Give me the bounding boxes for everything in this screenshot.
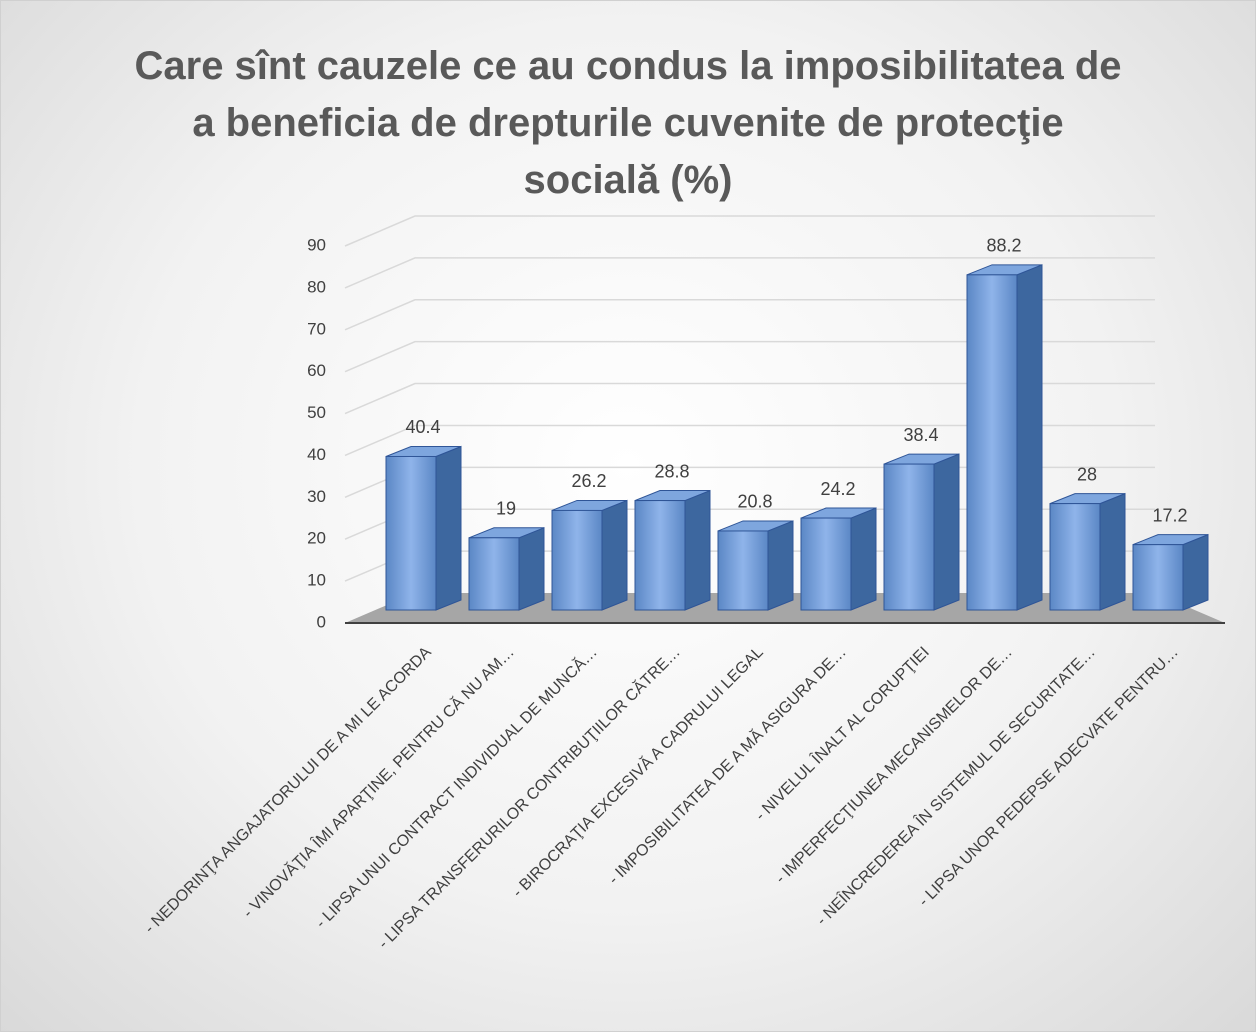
value-label: 40.4 [405,417,440,437]
bar-side [850,507,877,611]
bar-front [468,537,520,611]
grid-line [344,299,1155,331]
bar-front [385,455,437,611]
grid-line [344,382,1155,415]
y-tick-label: 70 [307,319,326,338]
bar-side [933,453,960,611]
y-tick-label: 80 [307,277,326,296]
value-label: 20.8 [737,492,772,512]
bar [468,527,545,611]
bar-front [1132,544,1184,611]
x-tick-label: - LIPSA UNUI CONTRACT INDIVIDUAL DE MUNC… [311,642,600,931]
value-label: 88.2 [986,236,1021,256]
y-tick-label: 20 [307,529,326,548]
grid-line [344,424,1155,457]
y-tick-label: 0 [317,612,326,631]
y-tick-label: 40 [307,445,326,464]
bar [883,453,960,611]
bar-front [551,509,603,611]
chart-title: Care sînt cauzele ce au condus la imposi… [134,44,1122,202]
y-tick-label: 60 [307,361,326,380]
bar-side [1182,533,1209,611]
x-tick-label: - NIVELUL ÎNALT AL CORUPŢIEI [751,642,933,824]
bar [385,445,462,611]
y-tick-label: 50 [307,403,326,422]
bar [1132,533,1209,611]
grid-line [344,340,1155,373]
bar-front [800,517,852,611]
bar [966,264,1043,611]
grid-line [344,215,1155,247]
value-label: 28.8 [654,461,689,481]
x-tick-label: - LIPSA TRANSFERURILOR CONTRIBUŢIILOR CĂ… [374,642,684,952]
y-tick-label: 10 [307,571,326,590]
bar-front [1049,503,1101,611]
bar-side [1016,264,1043,611]
x-tick-label: - VINOVĂŢIA ÎMI APARŢINE, PENTRU CĂ NU A… [239,642,518,921]
bar-front [966,274,1018,611]
bar-side [601,499,628,611]
y-tick-label: 30 [307,487,326,506]
bar-front [634,500,686,611]
y-tick-label: 90 [307,235,326,254]
bar [800,507,877,611]
bar [551,499,628,611]
value-label: 28 [1077,464,1097,484]
bar-side [684,489,711,611]
value-label: 19 [496,499,516,519]
bar [634,489,711,611]
value-label: 26.2 [571,471,606,491]
bar-side [518,527,545,611]
value-label: 17.2 [1152,505,1187,525]
value-label: 24.2 [820,479,855,499]
bar-front [717,530,769,611]
x-tick-label: - NEÎNCREDEREA ÎN SISTEMUL DE SECURITATE… [812,642,1099,929]
bar [1049,492,1126,611]
x-tick-label: - NEDORINŢA ANGAJATORULUI DE A MI LE ACO… [142,644,435,937]
value-label: 38.4 [903,425,938,445]
grid-line [344,257,1155,289]
bar [717,520,794,611]
bar-side [767,520,794,611]
bar-side [1099,492,1126,611]
bar-front [883,463,935,611]
bar-side [435,445,462,611]
